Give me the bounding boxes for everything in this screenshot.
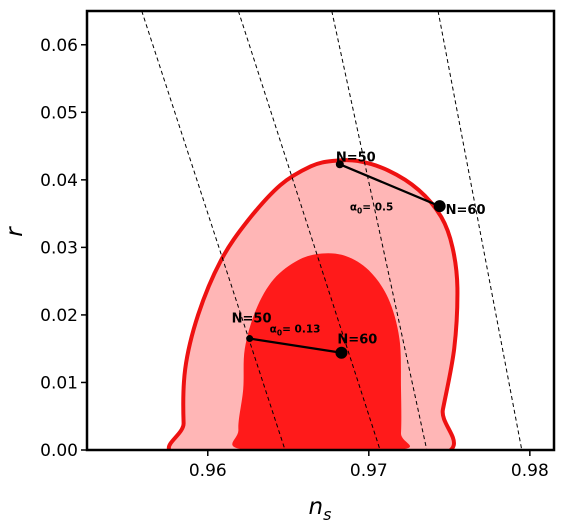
alpha-symbol: α: [350, 201, 357, 213]
alpha-value: = 0.13: [282, 324, 320, 336]
x-axis: 0.96 0.97 0.98: [189, 450, 549, 481]
x-axis-label-sub: s: [323, 505, 331, 524]
series-2-point-n60: [433, 200, 446, 213]
x-axis-label: ns: [309, 494, 332, 524]
y-axis-label: r: [2, 226, 28, 237]
x-axis-label-main: n: [309, 494, 324, 520]
alpha-subscript: 0: [357, 206, 362, 215]
dashed-line-4: [437, 11, 523, 450]
x-tick-label: 0.98: [511, 461, 549, 481]
y-axis: 0.00 0.01 0.02 0.03 0.04 0.05 0.06: [40, 36, 87, 461]
x-tick-label: 0.96: [189, 461, 227, 481]
y-tick-label: 0.04: [40, 171, 78, 191]
alpha-value: = 0.5: [362, 201, 393, 213]
alpha-subscript: 0: [277, 329, 282, 338]
series-1-label-n50: N=50: [232, 312, 272, 327]
series-1-alpha-annotation: α0= 0.13: [270, 324, 321, 338]
dashed-line-3: [331, 11, 428, 450]
y-tick-label: 0.03: [40, 238, 78, 258]
alpha-symbol: α: [270, 324, 277, 336]
plot-frame: [85, 9, 556, 452]
y-tick-label: 0.02: [40, 306, 78, 326]
series-2-segment: [339, 163, 441, 208]
series-1-point-n60: [335, 346, 348, 359]
y-tick-label: 0.01: [40, 373, 78, 393]
confidence-regions: [166, 158, 460, 450]
y-tick-label: 0.05: [40, 103, 78, 123]
x-tick-label: 0.97: [350, 461, 388, 481]
y-tick-label: 0.06: [40, 36, 78, 56]
series-2-label-n50: N=50: [336, 150, 376, 165]
series-2-label-n60: N=60: [446, 203, 486, 218]
confidence-region-inner: [232, 253, 411, 450]
series-1-point-n50: [246, 335, 254, 343]
y-tick-label: 0.00: [40, 441, 78, 461]
series-1-label-n60: N=60: [337, 333, 377, 348]
dashed-lines: [141, 11, 523, 450]
series-1-segment: [249, 337, 342, 354]
series-2-alpha-annotation: α0= 0.5: [350, 201, 394, 215]
series-2-point-n50: [335, 160, 344, 169]
